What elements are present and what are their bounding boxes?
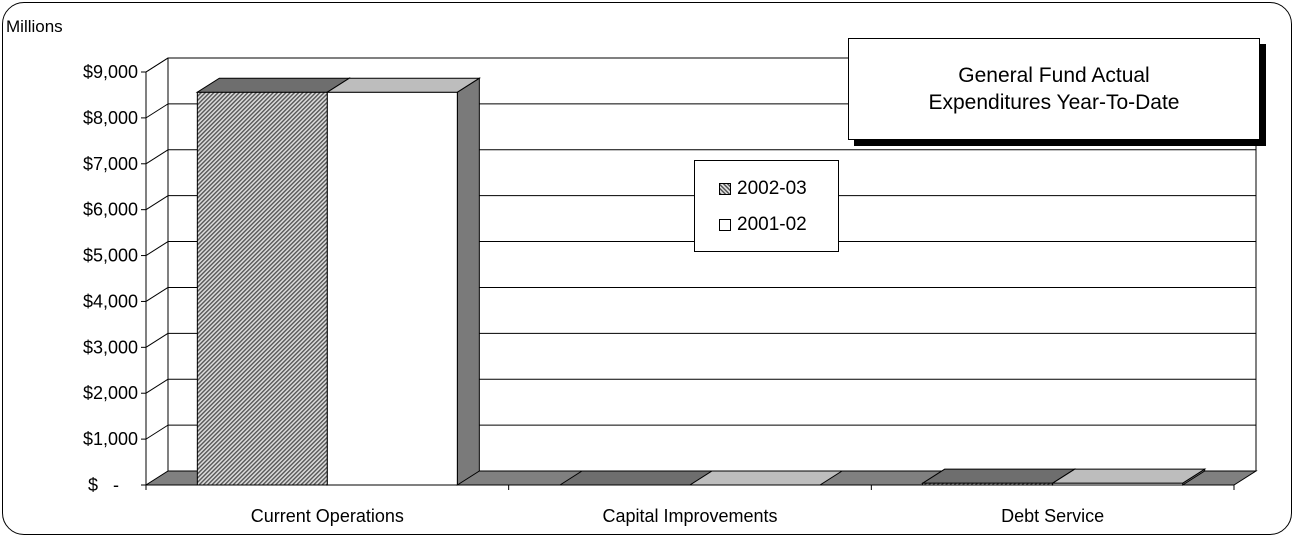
y-tick-label: $ [88,475,98,495]
bar-top [325,77,482,93]
legend-swatch-white [719,219,731,231]
bar-top [1050,468,1207,484]
y-tick-label: $1,000 [83,429,138,449]
y-tick-label: $6,000 [83,200,138,220]
gridline-side [145,103,169,119]
bar [195,77,352,486]
gridline-side [145,287,169,302]
chart-title-line-2: Expenditures Year-To-Date [928,91,1180,114]
gridline-side [145,332,169,348]
bar [558,470,714,486]
bar [1050,468,1207,486]
x-tick-label: Current Operations [251,506,404,526]
gridline-side [145,378,169,394]
y-tick-label: $8,000 [83,108,138,128]
bar-side [456,77,480,486]
y-tick-label: - [113,475,119,495]
legend-label: 2002-03 [737,178,807,199]
bar-front [196,91,328,486]
bar [325,77,482,486]
y-tick-label: $4,000 [83,291,138,311]
legend: 2002-03 2001-02 [694,160,839,252]
legend-item-2001-02: 2001-02 [695,207,838,243]
bar-top [195,77,352,93]
chart-title: General Fund Actual Expenditures Year-To… [848,38,1260,140]
bar [688,470,844,486]
legend-swatch-hatched [719,183,731,195]
gridline-side [145,241,169,256]
y-tick-label: $3,000 [83,337,138,357]
gridline-side [145,149,169,165]
y-axis-top [145,57,169,73]
y-tick-label: $7,000 [83,154,138,174]
bar-top [558,470,714,486]
y-tick-label: $9,000 [83,62,138,82]
chart-title-line-1: General Fund Actual [958,64,1150,87]
unit-label: Millions [6,17,63,36]
y-tick-label: $2,000 [83,383,138,403]
bar-top [688,470,844,486]
legend-label: 2001-02 [737,214,807,235]
bar-top [920,468,1077,484]
gridline-side [145,195,169,211]
gridline-side [145,424,169,440]
y-tick-label: $5,000 [83,246,138,266]
x-tick-label: Capital Improvements [602,506,777,526]
bar-front [326,91,458,486]
bar [920,468,1077,486]
legend-item-2002-03: 2002-03 [695,171,838,207]
x-tick-label: Debt Service [1001,506,1104,526]
